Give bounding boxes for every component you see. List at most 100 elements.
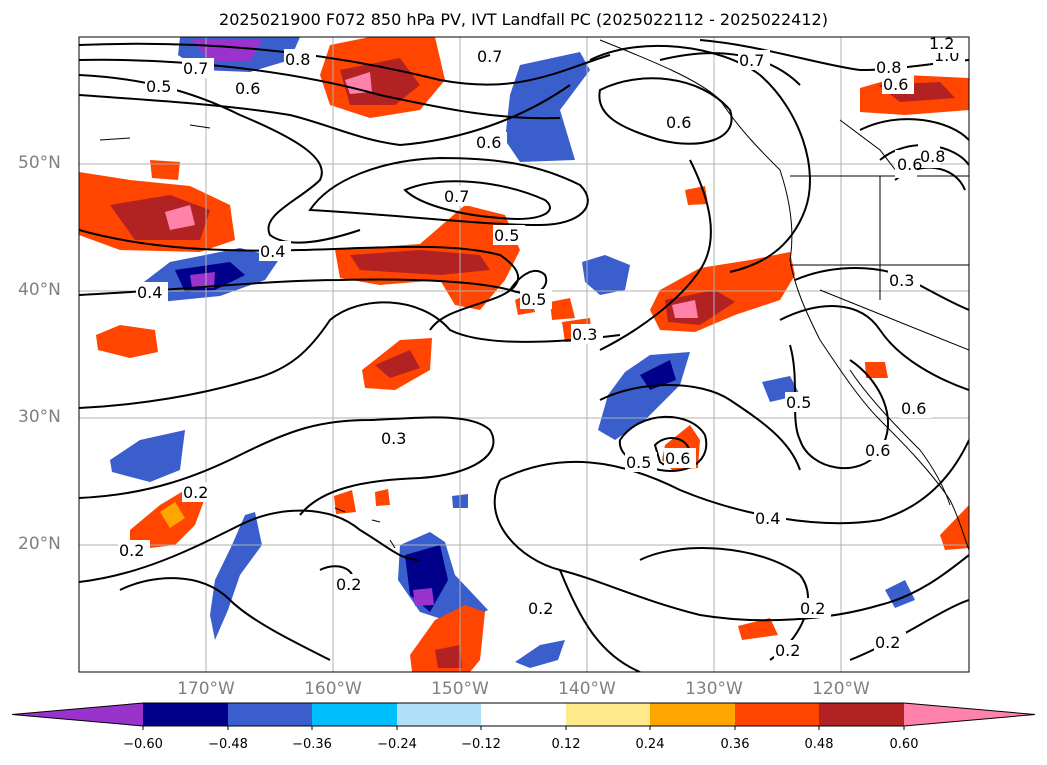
contour-label: 0.7 <box>183 59 208 78</box>
colorbar-cell <box>735 703 819 726</box>
contour-line <box>79 509 421 583</box>
contour-line <box>308 156 589 227</box>
contour-line <box>598 77 733 145</box>
contour-line <box>403 180 551 220</box>
coastlines <box>99 39 969 551</box>
graticule <box>79 37 969 672</box>
pv-blob <box>940 505 969 550</box>
contour-line <box>589 44 811 273</box>
pv-blob <box>110 430 185 482</box>
colorbar-tick-label: −0.36 <box>292 737 332 752</box>
pv-blob <box>410 605 485 672</box>
pv-blob <box>334 490 356 514</box>
colorbar-cell <box>397 703 481 726</box>
contour-label: 0.4 <box>755 509 780 528</box>
contour-label: 0.4 <box>260 242 285 261</box>
contour-line <box>493 479 969 622</box>
contour-label: 0.6 <box>235 79 260 98</box>
contour-label: 0.5 <box>494 226 519 245</box>
contour-line <box>79 416 495 516</box>
contour-label: 0.7 <box>477 47 502 66</box>
pv-blob <box>413 588 434 606</box>
lat-label: 40°N <box>18 280 61 300</box>
pv-blob <box>150 160 180 180</box>
contour-line <box>559 569 641 672</box>
contour-line <box>599 159 712 351</box>
pv-blob <box>96 325 158 358</box>
colorbar-cell <box>12 703 143 726</box>
contour-line <box>639 547 810 661</box>
pv-blob <box>210 512 262 640</box>
pv-blob <box>550 298 575 320</box>
contour-label: 0.6 <box>883 75 908 94</box>
border <box>790 176 969 300</box>
colorbar-tick-label: 0.24 <box>635 737 665 752</box>
coastline <box>849 369 951 506</box>
pv-blob <box>190 272 215 288</box>
contour-label: 0.2 <box>336 575 361 594</box>
border <box>839 119 901 177</box>
pv-blob <box>350 250 490 275</box>
contour-label: 0.7 <box>739 51 764 70</box>
colorbar-cell <box>143 703 228 726</box>
colorbar-cell <box>228 703 312 726</box>
contour-line <box>79 58 561 120</box>
island <box>99 124 211 141</box>
island <box>334 507 396 549</box>
contour-line <box>79 42 611 86</box>
pv-blob <box>515 640 565 668</box>
pv-blob <box>160 502 185 528</box>
pv-blob <box>640 360 676 390</box>
contour-label: 0.3 <box>889 271 914 290</box>
lat-label: 50°N <box>18 153 61 173</box>
contour-label: 0.5 <box>786 393 811 412</box>
contour-label: 0.2 <box>183 483 208 502</box>
pv-blob <box>110 195 210 240</box>
contour-label: 0.6 <box>665 449 690 468</box>
contour-label: 0.6 <box>901 399 926 418</box>
contour-label: 0.4 <box>137 283 162 302</box>
contour-line <box>79 270 548 296</box>
contour-label: 0.5 <box>521 290 546 309</box>
contour-label: 0.3 <box>572 325 597 344</box>
pv-blob <box>165 205 195 230</box>
lon-label: 160°W <box>304 679 362 699</box>
pv-blob <box>582 255 630 295</box>
colorbar-tick-label: −0.60 <box>123 737 163 752</box>
contour-label: 0.2 <box>800 599 825 618</box>
contour-label: 0.2 <box>775 641 800 660</box>
pv-blob <box>738 618 778 640</box>
contour-line <box>859 118 969 141</box>
figure-title: 2025021900 F072 850 hPa PV, IVT Landfall… <box>219 10 828 29</box>
colorbar-cell <box>312 703 397 726</box>
contour-line <box>79 301 621 409</box>
contour-label: 1.2 <box>929 34 954 53</box>
contour-label: 0.8 <box>876 58 901 77</box>
contour-label: 0.7 <box>444 187 469 206</box>
contour-line <box>779 305 969 391</box>
lon-label: 140°W <box>558 679 616 699</box>
lon-label: 150°W <box>431 679 489 699</box>
contour-line <box>849 599 969 661</box>
coastline <box>599 39 969 551</box>
contour-label: 0.2 <box>528 599 553 618</box>
colorbar-cell <box>566 703 650 726</box>
colorbar-tick-label: −0.12 <box>461 737 501 752</box>
contour-label-group: 0.5 0.6 0.7 0.8 0.4 0.6 0.7 0.5 0.4 0.7 … <box>118 34 965 660</box>
contour-line <box>119 577 331 661</box>
contour-label: 0.2 <box>119 541 144 560</box>
contour-label: 0.6 <box>865 441 890 460</box>
contour-label: 0.5 <box>146 77 171 96</box>
lon-label: 120°W <box>812 679 870 699</box>
contour-line <box>79 229 520 331</box>
colorbar-tick-label: 0.12 <box>551 737 581 752</box>
lon-label: 170°W <box>177 679 235 699</box>
contour-label: 0.6 <box>666 113 691 132</box>
contour-label: 0.8 <box>285 50 310 69</box>
pv-blob <box>435 645 462 668</box>
pv-blob <box>865 362 888 378</box>
colorbar-tick-label: −0.48 <box>208 737 248 752</box>
contour-label: 0.5 <box>626 453 651 472</box>
pv-blob <box>672 300 698 318</box>
